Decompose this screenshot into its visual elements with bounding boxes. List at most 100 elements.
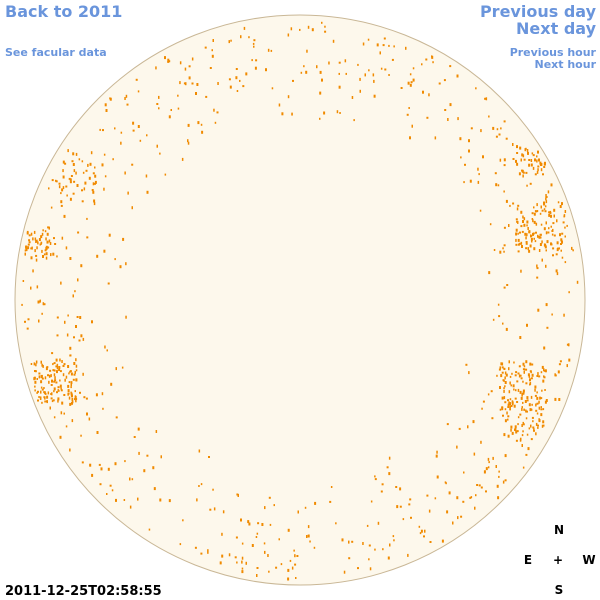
- next-hour-link[interactable]: Next hour: [535, 58, 597, 71]
- facula-dot: [48, 187, 50, 190]
- facula-dot: [299, 28, 301, 31]
- facula-dot: [551, 313, 553, 316]
- facula-dot: [40, 235, 42, 238]
- facula-dot: [408, 107, 410, 109]
- facula-dot: [35, 254, 38, 257]
- facula-dot: [536, 276, 539, 279]
- facula-dot: [540, 162, 543, 166]
- facula-dot: [384, 68, 387, 71]
- facula-dot: [561, 239, 563, 243]
- facula-dot: [511, 431, 514, 435]
- facula-dot: [543, 208, 546, 211]
- facula-dot: [566, 224, 568, 227]
- facula-dot: [518, 365, 521, 368]
- facula-dot: [41, 249, 43, 253]
- facula-dot: [527, 373, 530, 377]
- facula-dot: [101, 392, 104, 396]
- facula-dot: [547, 231, 550, 234]
- facula-dot: [292, 79, 294, 82]
- facula-dot: [502, 414, 504, 417]
- facula-dot: [101, 163, 104, 167]
- facula-dot: [552, 228, 554, 232]
- facula-dot: [105, 109, 108, 112]
- facula-dot: [543, 162, 546, 166]
- facula-dot: [489, 223, 492, 226]
- facula-dot: [449, 65, 452, 68]
- facula-dot: [131, 478, 134, 481]
- facula-dot: [543, 346, 546, 350]
- facula-dot: [103, 187, 105, 191]
- facula-dot: [501, 366, 504, 369]
- facula-dot: [291, 566, 294, 570]
- facula-dot: [559, 205, 562, 208]
- facula-dot: [521, 444, 523, 447]
- facula-dot: [55, 381, 58, 384]
- facula-dot: [235, 76, 238, 80]
- facula-dot: [46, 246, 48, 250]
- facula-dot: [540, 408, 543, 411]
- facula-dot: [43, 387, 45, 389]
- facula-dot: [407, 553, 409, 557]
- facula-dot: [506, 284, 509, 286]
- facula-dot: [208, 456, 210, 458]
- facula-dot: [556, 241, 559, 245]
- facula-dot: [528, 374, 531, 378]
- facula-dot: [516, 162, 519, 166]
- facula-dot: [160, 455, 162, 459]
- facula-dot: [521, 230, 524, 233]
- facula-dot: [541, 424, 544, 428]
- facula-dot: [445, 482, 447, 485]
- facula-dot: [494, 172, 497, 175]
- facula-dot: [127, 191, 129, 195]
- previous-day-link[interactable]: Previous day: [480, 2, 597, 21]
- facula-dot: [56, 366, 59, 370]
- facula-dot: [571, 246, 573, 250]
- facula-dot: [531, 403, 533, 406]
- facula-dot: [104, 103, 107, 107]
- back-link[interactable]: Back to 2011: [5, 2, 122, 21]
- next-day-link[interactable]: Next day: [516, 19, 597, 38]
- facula-dot: [508, 360, 510, 364]
- facula-dot: [503, 286, 506, 289]
- facula-dot: [558, 363, 561, 366]
- previous-hour-link[interactable]: Previous hour: [510, 46, 597, 59]
- facula-dot: [45, 237, 47, 241]
- facula-dot: [540, 233, 542, 236]
- facula-dot: [55, 180, 58, 183]
- facula-dot: [531, 416, 534, 419]
- facula-dot: [503, 379, 505, 382]
- facula-dot: [307, 534, 310, 538]
- facula-dot: [548, 211, 551, 214]
- facula-dot: [56, 316, 59, 319]
- facula-dot: [457, 516, 459, 520]
- facula-dot: [552, 222, 555, 225]
- facula-dot: [490, 390, 493, 393]
- facula-dot: [195, 92, 197, 95]
- facula-dot: [126, 103, 129, 106]
- facula-dot: [534, 394, 537, 397]
- facula-dot: [241, 556, 244, 560]
- facula-dot: [214, 121, 217, 124]
- facula-dot: [55, 365, 58, 368]
- facula-dot: [93, 199, 96, 203]
- facula-dot: [25, 248, 28, 252]
- facula-dot: [57, 399, 59, 403]
- facula-dot: [75, 325, 77, 328]
- facula-dot: [48, 380, 50, 384]
- facula-dot: [65, 425, 68, 428]
- facula-dot: [568, 343, 570, 347]
- facula-dot: [209, 508, 212, 511]
- facula-dot: [50, 397, 53, 400]
- facula-dot: [237, 494, 239, 497]
- facula-dot: [426, 494, 429, 497]
- facula-dot: [261, 523, 264, 526]
- facula-dot: [240, 35, 242, 39]
- facula-dot: [510, 425, 513, 429]
- facula-dot: [393, 45, 395, 48]
- facula-dot: [541, 240, 543, 244]
- facula-dot: [501, 406, 504, 409]
- facula-dot: [507, 406, 510, 408]
- facula-dot: [469, 496, 472, 499]
- facula-dot: [522, 423, 525, 426]
- facular-link[interactable]: See facular data: [5, 46, 107, 59]
